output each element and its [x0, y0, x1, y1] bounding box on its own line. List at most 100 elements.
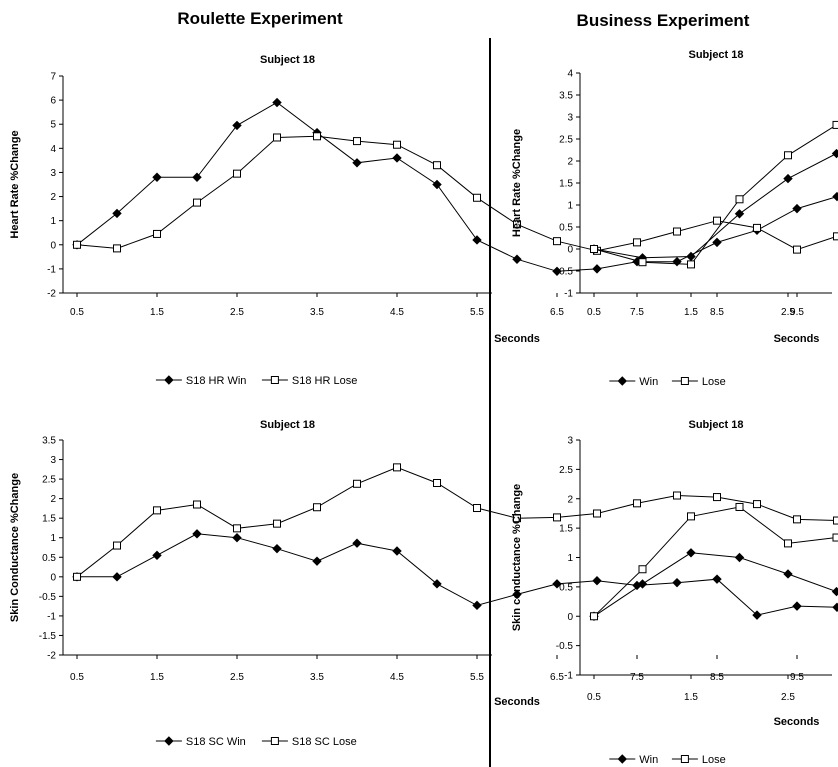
- y-tick-label: 1: [50, 533, 56, 544]
- x-tick-label: 1.5: [684, 307, 698, 318]
- y-tick-label: -1.5: [39, 631, 57, 642]
- y-tick-label: 3: [50, 455, 56, 466]
- data-point: [273, 133, 281, 142]
- data-point: [783, 173, 793, 184]
- data-point: [512, 254, 522, 264]
- y-tick-label: 0: [50, 240, 56, 251]
- y-tick-label: -0.5: [556, 267, 574, 278]
- data-point: [433, 161, 441, 170]
- data-point: [313, 503, 321, 512]
- x-tick-label: 2.5: [230, 672, 244, 683]
- x-tick-label: 0.5: [70, 307, 84, 318]
- legend-label: S18 SC Lose: [292, 736, 357, 748]
- legend-marker: [164, 375, 174, 385]
- data-point: [73, 240, 81, 249]
- x-axis-title: Seconds: [494, 333, 540, 345]
- data-point: [784, 151, 792, 160]
- data-point: [833, 516, 838, 525]
- data-point: [593, 509, 601, 518]
- x-tick-label: 8.5: [710, 672, 724, 683]
- data-point: [393, 140, 401, 149]
- data-point: [552, 579, 562, 589]
- data-point: [592, 576, 602, 586]
- data-point: [638, 565, 647, 574]
- legend-marker: [270, 376, 279, 384]
- data-point: [793, 515, 801, 524]
- y-tick-label: 2: [50, 192, 56, 203]
- data-point: [713, 216, 721, 225]
- y-tick-label: 3: [50, 168, 56, 179]
- data-point: [232, 120, 242, 131]
- data-point: [552, 266, 562, 277]
- data-point: [472, 600, 482, 611]
- y-axis-title: Heart Rate %Change: [511, 129, 523, 237]
- y-tick-label: 0.5: [559, 223, 573, 234]
- data-point: [473, 504, 481, 513]
- y-tick-label: 1: [567, 553, 573, 564]
- legend-marker: [164, 736, 174, 746]
- y-tick-label: 1.5: [42, 514, 56, 525]
- data-point: [113, 244, 121, 253]
- x-tick-label: 2.5: [230, 307, 244, 318]
- legend-marker: [680, 755, 689, 763]
- y-tick-label: 0.5: [559, 582, 573, 593]
- data-point: [672, 577, 682, 588]
- x-tick-label: 3.5: [310, 672, 324, 683]
- data-point: [832, 602, 838, 613]
- x-tick-label: 1.5: [684, 692, 698, 703]
- data-point: [432, 179, 442, 190]
- roulette-sc-chart: Subject 18 -2 -1.5 -1 -0.5 0 0.5 1 1.5 2 2.5 3 3.5 0.…: [9, 419, 838, 748]
- legend-label: Lose: [702, 754, 726, 766]
- data-point: [590, 612, 598, 621]
- series-line-win: [593, 552, 838, 617]
- y-tick-label: 2.5: [559, 465, 573, 476]
- data-point: [712, 237, 722, 248]
- y-tick-label: 0: [50, 572, 56, 583]
- legend-label: Lose: [702, 376, 726, 388]
- data-point: [831, 586, 838, 597]
- roulette-section-title: Roulette Experiment: [177, 9, 343, 28]
- y-axis-title: Skin Conductance %Change: [9, 473, 21, 622]
- x-tick-label: 1.5: [150, 307, 164, 318]
- y-tick-label: 5: [50, 120, 56, 131]
- data-point: [752, 610, 762, 620]
- legend-label: S18 SC Win: [186, 736, 246, 748]
- data-point: [513, 220, 521, 229]
- data-point: [832, 533, 838, 542]
- data-point: [792, 601, 802, 611]
- y-tick-label: -1: [564, 289, 573, 300]
- data-point: [152, 172, 162, 182]
- data-point: [113, 541, 121, 550]
- data-point: [233, 524, 241, 533]
- data-point: [735, 502, 744, 511]
- data-point: [553, 237, 561, 246]
- roulette-hr-chart: Subject 18 -2 -1 0 1 2 3 4 5 6 7 0.5 1.5 2.5 3.5 4.5 5.5…: [9, 54, 838, 387]
- data-point: [272, 97, 282, 108]
- y-tick-label: 3.5: [42, 436, 56, 447]
- y-tick-label: 0: [567, 612, 573, 623]
- chart-title: Subject 18: [688, 419, 743, 431]
- data-point: [153, 506, 161, 515]
- data-point: [673, 227, 681, 236]
- data-point: [192, 172, 202, 182]
- data-point: [193, 198, 201, 207]
- x-tick-label: 0.5: [587, 307, 601, 318]
- legend-label: Win: [639, 376, 658, 388]
- y-tick-label: -1: [47, 611, 56, 622]
- data-point: [592, 264, 602, 274]
- y-tick-label: -0.5: [39, 592, 57, 603]
- data-point: [393, 463, 401, 472]
- data-point: [793, 245, 801, 254]
- data-point: [832, 191, 838, 202]
- x-tick-label: 5.5: [470, 672, 484, 683]
- data-point: [553, 513, 561, 522]
- y-tick-label: 1.5: [559, 524, 573, 535]
- data-point: [272, 543, 282, 554]
- data-point: [273, 519, 281, 528]
- data-point: [753, 223, 761, 232]
- y-tick-label: 2: [567, 494, 573, 505]
- legend-marker: [680, 377, 689, 385]
- legend-label: Win: [639, 754, 658, 766]
- series-line-s18-hr-lose: [76, 135, 838, 252]
